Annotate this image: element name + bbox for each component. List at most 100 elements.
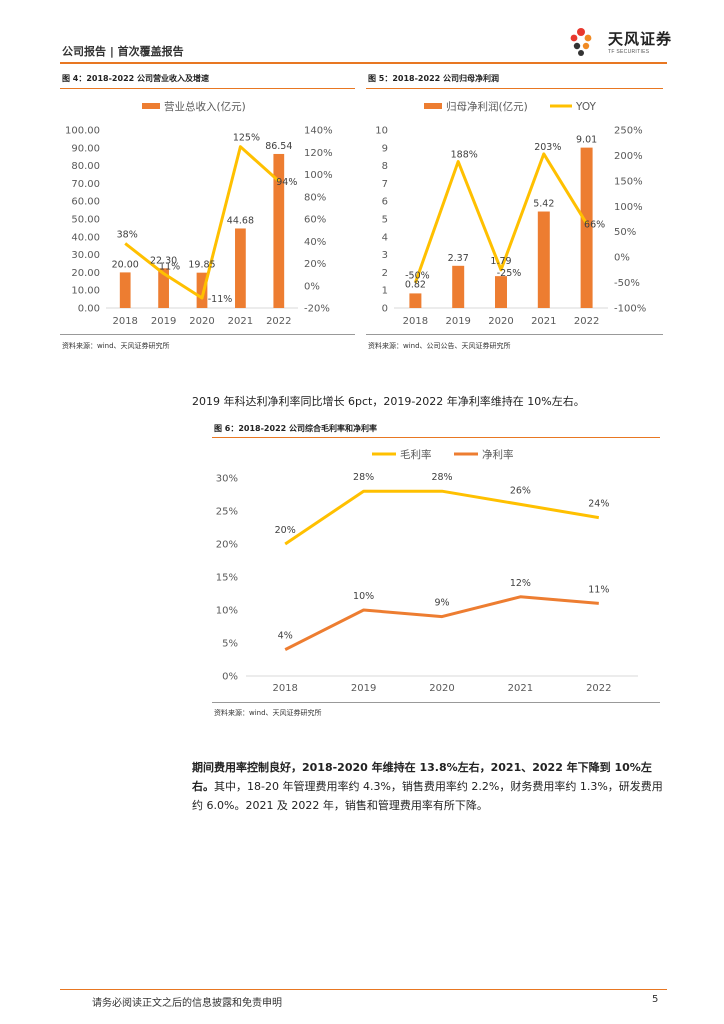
bar-2021 <box>537 211 550 308</box>
right-tick-label: 100% <box>304 170 333 181</box>
logo-petal-icon <box>570 28 592 56</box>
series-value-label: 9% <box>434 598 449 609</box>
line-value-label: 11% <box>159 262 180 273</box>
fig5-top-line <box>366 88 663 89</box>
bar-value-label: 19.85 <box>188 260 215 271</box>
fig4-title: 图 4：2018-2022 公司营业收入及增速 <box>62 74 209 83</box>
header-divider <box>60 62 667 64</box>
fig4-top-line <box>60 88 355 89</box>
line-value-label: -50% <box>405 271 430 282</box>
series-value-label: 10% <box>353 591 374 602</box>
left-tick-label: 0.00 <box>78 304 100 315</box>
line-value-label: 94% <box>276 177 297 188</box>
paragraph-expense-ratio-lead: 期间费用率控制良好，2018-2020 年维持在 13.8%左右，2021、20… <box>192 761 652 793</box>
legend-bar-swatch <box>424 103 442 109</box>
series-line-净利率 <box>284 595 599 651</box>
series-value-label: 28% <box>431 472 452 483</box>
y-tick-label: 0% <box>222 672 238 683</box>
x-tick-label: 2022 <box>266 316 291 327</box>
right-tick-label: 40% <box>304 237 326 248</box>
y-tick-label: 15% <box>216 573 238 584</box>
x-tick-label: 2020 <box>189 316 214 327</box>
left-tick-label: 9 <box>382 143 388 154</box>
bar-2021 <box>235 228 246 308</box>
y-tick-label: 5% <box>222 639 238 650</box>
paragraph-expense-ratio-body: 其中，18-20 年管理费用率约 4.3%，销售费用率约 2.2%，财务费用率约… <box>192 780 663 812</box>
bar-value-label: 1.79 <box>490 256 511 267</box>
bar-value-label: 20.00 <box>112 259 139 270</box>
bar-2019 <box>452 265 465 308</box>
left-tick-label: 8 <box>382 161 388 172</box>
fig4-bottom-line <box>60 334 355 335</box>
series-value-label: 20% <box>275 525 296 536</box>
line-value-label: 125% <box>233 133 260 144</box>
x-tick-label: 2020 <box>488 316 513 327</box>
left-tick-label: 10 <box>375 126 388 137</box>
bar-2020 <box>495 276 507 308</box>
x-tick-label: 2019 <box>445 316 470 327</box>
bar-value-label: 5.42 <box>533 199 554 210</box>
x-tick-label: 2021 <box>531 316 556 327</box>
series-value-label: 11% <box>588 584 609 595</box>
bar-value-label: 22.30 <box>150 255 177 266</box>
line-value-label: 203% <box>534 142 561 153</box>
legend-label: 归母净利润(亿元) <box>446 100 528 113</box>
x-tick-label: 2019 <box>151 316 176 327</box>
fig6-bottom-line <box>212 702 660 703</box>
fig6-top-line <box>212 437 660 438</box>
left-tick-label: 5 <box>382 215 388 226</box>
x-tick-label: 2019 <box>351 683 376 694</box>
x-tick-label: 2018 <box>112 316 137 327</box>
x-tick-label: 2018 <box>403 316 428 327</box>
left-tick-label: 100.00 <box>65 126 100 137</box>
right-tick-label: 120% <box>304 148 333 159</box>
logo-name: 天风证券 <box>608 30 673 48</box>
growth-line <box>413 152 588 284</box>
fig6-source: 资料来源：wind、天风证券研究所 <box>214 709 322 717</box>
legend-label: 净利率 <box>482 448 514 461</box>
right-tick-label: 200% <box>614 151 643 162</box>
bar-value-label: 2.37 <box>448 253 469 264</box>
left-tick-label: 6 <box>382 197 388 208</box>
line-value-label: -25% <box>497 268 522 279</box>
tf-securities-logo <box>570 28 592 56</box>
right-tick-label: -20% <box>304 304 330 315</box>
right-tick-label: 50% <box>614 227 636 238</box>
left-tick-label: 7 <box>382 179 388 190</box>
fig4-chart: 100.00 90.00 80.00 70.00 60.00 50.00 40.00 30.0… <box>65 100 333 327</box>
legend-label: 毛利率 <box>400 448 432 461</box>
left-tick-label: 40.00 <box>71 232 100 243</box>
bar-2022 <box>580 147 593 308</box>
x-tick-label: 2021 <box>508 683 533 694</box>
x-tick-label: 2021 <box>228 316 253 327</box>
x-tick-label: 2020 <box>429 683 454 694</box>
fig5-source: 资料来源：wind、公司公告、天风证券研究所 <box>368 342 511 350</box>
line-value-label: 38% <box>117 229 138 240</box>
right-tick-label: 150% <box>614 176 643 187</box>
right-tick-label: 140% <box>304 126 333 137</box>
series-value-label: 28% <box>353 472 374 483</box>
line-value-label: 188% <box>451 150 478 161</box>
bar-2022 <box>273 153 285 308</box>
right-tick-label: 0% <box>304 281 320 292</box>
series-value-label: 24% <box>588 499 609 510</box>
bar-value-label: 44.68 <box>227 215 254 226</box>
left-tick-label: 20.00 <box>71 268 100 279</box>
right-tick-label: 80% <box>304 192 326 203</box>
left-tick-label: 30.00 <box>71 250 100 261</box>
logo-subtitle: TF SECURITIES <box>608 49 650 55</box>
bar-2018 <box>409 293 422 308</box>
x-tick-label: 2018 <box>272 683 297 694</box>
bar-2019 <box>158 268 169 308</box>
right-tick-label: 250% <box>614 126 643 137</box>
fig5-title: 图 5：2018-2022 公司归母净利润 <box>368 74 499 83</box>
right-tick-label: 60% <box>304 215 326 226</box>
footer-disclaimer: 请务必阅读正文之后的信息披露和免责申明 <box>92 998 282 1009</box>
left-tick-label: 3 <box>382 250 388 261</box>
left-tick-label: 10.00 <box>71 286 100 297</box>
right-tick-label: 0% <box>614 253 630 264</box>
series-value-label: 12% <box>510 578 531 589</box>
left-tick-label: 70.00 <box>71 179 100 190</box>
fig5-bottom-line <box>366 334 663 335</box>
growth-line <box>124 145 280 300</box>
